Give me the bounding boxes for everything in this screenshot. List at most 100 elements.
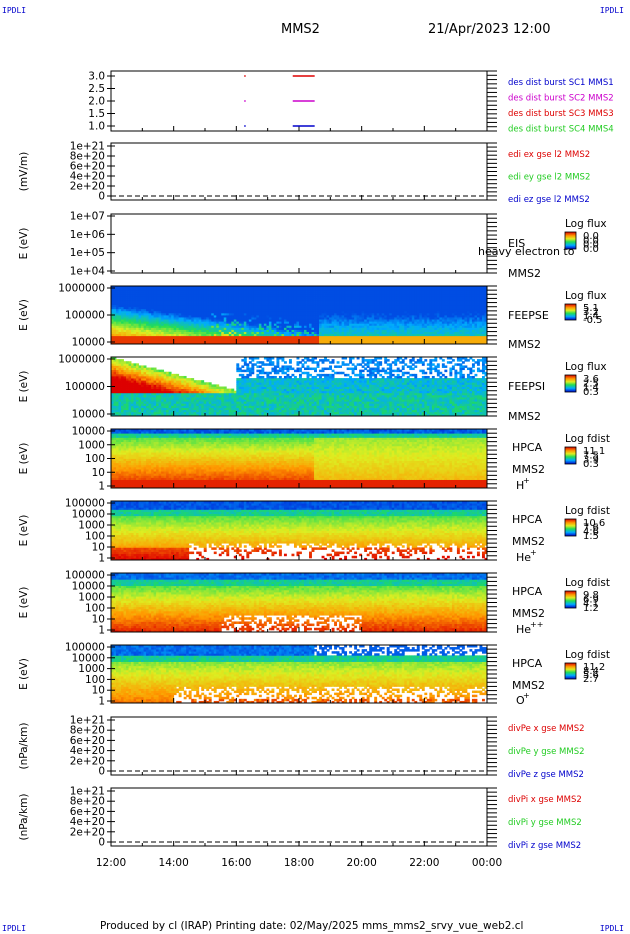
charge-label: + [530,548,537,557]
colorbar-label: 0.3 [583,387,599,398]
spacecraft-label: MMS2 [508,410,541,423]
y-tick-label: 0 [98,837,105,849]
colorbar [565,375,576,392]
colorbar-title: Log fdist [565,577,610,589]
legend-entry: divPe x gse MMS2 [508,724,585,734]
time-tick-label: 22:00 [409,857,439,869]
y-tick-label: 1e+06 [70,229,106,241]
colorbar-title: Log flux [565,361,607,373]
colorbar-title: Log fdist [565,433,610,445]
charge-label: + [523,691,530,700]
legend-entry: divPe y gse MMS2 [508,747,585,757]
y-tick-label: 1.5 [88,108,105,120]
time-tick-label: 18:00 [284,857,314,869]
y-tick-label: 100000 [65,381,105,393]
y-tick-label: 10000 [72,337,105,349]
colorbar-label: 0.0 [583,244,599,255]
y-tick-label: 1000000 [58,354,105,366]
legend-entry: divPi y gse MMS2 [508,818,582,828]
y-tick-label: 2.0 [88,96,105,108]
spacecraft-label: MMS2 [508,267,541,280]
spacecraft-label: MMS2 [508,338,541,351]
spacecraft-label: MMS2 [512,607,545,620]
y-tick-label: 10000 [72,409,105,421]
colorbar-label: 1.5 [583,531,599,542]
footer-credit: Produced by cl (IRAP) Printing date: 02/… [100,920,523,932]
y-axis-label: E (eV) [18,443,30,475]
time-tick-label: 20:00 [347,857,377,869]
panel-burst: 3.02.52.01.51.0 des dist burst SC1 MMS1 de… [88,71,613,135]
colorbar-label: 0.3 [583,459,599,470]
y-axis-label: (nPa/km) [18,723,30,770]
species-label: He [516,623,531,636]
instrument-label: HPCA [512,513,543,526]
y-tick-label: 1e+07 [70,211,105,223]
y-tick-label: 100 [85,453,105,465]
instrument-label: FEEPSE [508,309,549,322]
legend-entry: divPe z gse MMS2 [508,770,584,780]
y-tick-label: 10 [92,467,105,479]
y-tick-label: 2.5 [88,83,105,95]
colorbar-title: Log flux [565,290,607,302]
panel-frame [111,717,487,775]
colorbar-title: Log flux [565,218,607,230]
charge-label: + [523,476,530,485]
panel-frame [111,214,487,273]
colorbar-title: Log fdist [565,505,610,517]
colorbar [565,519,576,536]
y-axis-label: E (eV) [18,515,30,547]
instrument-label: HPCA [512,441,543,454]
mms-summary-plot: IPDLI IPDLI IPDLI IPDLI MMS2 21/Apr/2023… [0,0,630,934]
y-axis-label: E (eV) [18,658,30,690]
time-tick-label: 14:00 [159,857,189,869]
species-label: He [516,551,531,564]
legend-entry: des dist burst SC4 MMS4 [508,125,614,135]
colorbar-label: 1.2 [583,603,599,614]
spacecraft-label: MMS2 [512,463,545,476]
instrument-subtitle: heavy electron to [478,245,575,258]
y-tick-label: 1000000 [58,283,105,295]
y-tick-label: 1e+04 [70,266,106,278]
legend-entry: divPi x gse MMS2 [508,795,582,805]
y-tick-label: 1.0 [88,121,105,133]
y-tick-label: 0 [98,766,105,778]
colorbar [565,232,576,249]
y-axis-label: E (eV) [18,228,30,260]
instrument-label: FEEPSI [508,380,545,393]
y-tick-label: 100000 [65,310,105,322]
legend-entry: edi ez gse l2 MMS2 [508,195,590,205]
time-tick-label: 16:00 [221,857,251,869]
time-axis: 12:00 14:00 16:00 18:00 20:00 22:00 00:00 [96,857,502,869]
y-tick-label: 1 [98,553,105,565]
colorbar [565,591,576,608]
legend-entry: des dist burst SC1 MMS1 [508,78,614,88]
instrument-label: HPCA [512,657,543,670]
colorbar-label: 2.7 [583,674,599,685]
time-tick-label: 00:00 [472,857,502,869]
y-tick-label: 1e+05 [70,247,105,259]
legend-entry: edi ex gse l2 MMS2 [508,150,590,160]
y-axis-label: E (eV) [18,587,30,619]
instrument-label: HPCA [512,585,543,598]
spacecraft-label: MMS2 [512,535,545,548]
stacked-panels: 3.02.52.01.51.0des dist burst SC1 MMS1de… [0,0,630,934]
time-tick-label: 12:00 [96,857,126,869]
legend-entry: des dist burst SC3 MMS3 [508,109,614,119]
panel-feepsi: 1000000 100000 10000 E (eV) FEEPSI MMS2 Log fl… [18,354,607,424]
panel-frame [111,143,487,200]
colorbar [565,304,576,320]
y-tick-label: 1 [98,696,105,708]
y-tick-label: 1 [98,481,105,493]
y-tick-label: 1000 [78,439,105,451]
y-axis-label: E (eV) [18,371,30,403]
panel-frame [111,788,487,846]
y-tick-label: 10000 [72,426,105,438]
y-tick-label: 3.0 [88,71,105,83]
y-axis-label: (mV/m) [18,152,30,191]
